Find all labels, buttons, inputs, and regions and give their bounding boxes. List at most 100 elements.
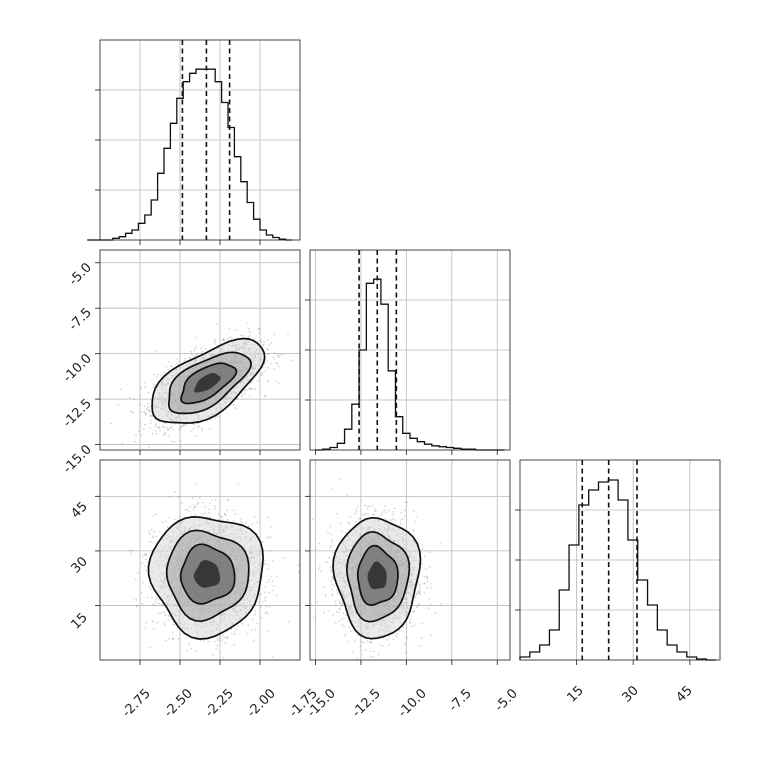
scatter-point xyxy=(155,535,158,538)
scatter-point xyxy=(192,508,195,511)
scatter-point xyxy=(192,427,195,430)
scatter-point xyxy=(129,410,132,412)
scatter-point xyxy=(224,513,226,515)
scatter-point xyxy=(146,596,149,599)
scatter-point xyxy=(150,528,153,531)
scatter-point xyxy=(222,634,225,637)
scatter-point xyxy=(171,425,173,428)
scatter-point xyxy=(201,513,204,515)
scatter-point xyxy=(177,638,180,640)
scatter-point xyxy=(215,322,218,325)
scatter-point xyxy=(179,428,182,431)
scatter-point xyxy=(282,557,285,559)
scatter-point xyxy=(272,589,274,592)
scatter-point xyxy=(180,426,183,429)
scatter-point xyxy=(265,611,268,614)
scatter-point xyxy=(140,387,142,389)
scatter-point xyxy=(160,612,163,614)
panel-hist-1 xyxy=(87,39,301,245)
scatter-point xyxy=(168,638,171,640)
scatter-point xyxy=(217,639,220,641)
scatter-point xyxy=(183,424,185,427)
scatter-point xyxy=(248,335,251,337)
scatter-point xyxy=(110,422,112,425)
scatter-point xyxy=(298,571,300,574)
scatter-point xyxy=(263,597,266,600)
scatter-point xyxy=(266,536,269,539)
scatter-point xyxy=(190,647,193,650)
scatter-point xyxy=(148,410,151,413)
density-contour xyxy=(168,351,252,415)
scatter-point xyxy=(181,425,184,427)
scatter-point xyxy=(152,383,155,386)
scatter-point xyxy=(235,628,238,630)
scatter-point xyxy=(282,354,285,356)
scatter-point xyxy=(149,646,151,649)
scatter-point xyxy=(163,432,166,435)
scatter-point xyxy=(222,338,225,340)
scatter-point xyxy=(184,509,187,511)
scatter-point xyxy=(154,513,157,516)
scatter-point xyxy=(256,622,259,625)
scatter-point xyxy=(145,554,148,556)
scatter-point xyxy=(145,413,147,416)
scatter-point xyxy=(209,516,211,519)
scatter-point xyxy=(196,352,198,355)
scatter-point xyxy=(220,516,222,518)
scatter-point xyxy=(152,620,155,623)
scatter-point xyxy=(173,441,176,443)
scatter-point xyxy=(213,417,216,420)
scatter-point xyxy=(287,333,289,336)
scatter-point xyxy=(168,516,171,519)
scatter-point xyxy=(151,432,154,435)
scatter-point xyxy=(231,633,233,635)
scatter-point xyxy=(164,520,167,523)
scatter-point xyxy=(194,347,197,350)
scatter-point xyxy=(191,497,194,500)
scatter-point xyxy=(192,355,195,357)
scatter-point xyxy=(170,365,173,368)
scatter-point xyxy=(154,383,157,386)
scatter-point xyxy=(167,435,170,438)
scatter-point xyxy=(198,664,200,666)
scatter-point xyxy=(141,562,143,565)
scatter-point xyxy=(183,359,186,362)
scatter-point xyxy=(134,578,137,580)
scatter-point xyxy=(144,552,147,555)
scatter-point xyxy=(138,425,141,428)
scatter-point xyxy=(256,340,259,343)
scatter-point xyxy=(158,602,161,605)
scatter-point xyxy=(290,359,293,362)
scatter-point xyxy=(248,387,251,390)
scatter-point xyxy=(267,380,270,383)
scatter-point xyxy=(262,540,264,543)
scatter-point xyxy=(220,639,223,642)
scatter-point xyxy=(214,339,216,341)
scatter-layer xyxy=(110,322,293,450)
scatter-point xyxy=(184,357,187,360)
scatter-point xyxy=(193,424,196,426)
scatter-point xyxy=(232,403,235,406)
scatter-point xyxy=(140,410,143,413)
scatter-point xyxy=(180,425,182,428)
scatter-point xyxy=(256,521,259,524)
scatter-point xyxy=(180,445,182,448)
scatter-point xyxy=(287,620,290,623)
scatter-point xyxy=(276,594,278,596)
scatter-point xyxy=(196,503,198,505)
scatter-point xyxy=(250,629,253,631)
scatter-point xyxy=(260,606,262,608)
scatter-point xyxy=(250,388,253,390)
scatter-point xyxy=(172,428,175,431)
scatter-point xyxy=(258,331,261,334)
scatter-point xyxy=(165,426,168,429)
scatter-point xyxy=(247,336,250,338)
scatter-point xyxy=(269,535,272,538)
scatter-point xyxy=(195,336,197,339)
scatter-point xyxy=(189,357,192,359)
scatter-point xyxy=(172,637,175,640)
scatter-point xyxy=(214,340,217,343)
scatter-point xyxy=(262,600,264,603)
scatter-point xyxy=(149,415,152,417)
scatter-point xyxy=(264,370,267,372)
